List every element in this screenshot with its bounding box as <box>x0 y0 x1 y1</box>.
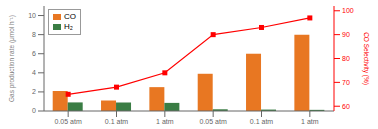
svg-text:100: 100 <box>342 7 354 14</box>
svg-text:0: 0 <box>32 107 36 114</box>
html-text:CO: CO <box>64 12 76 21</box>
svg-text:0.05 atm: 0.05 atm <box>200 118 227 125</box>
svg-text:2: 2 <box>32 88 36 95</box>
svg-text:0.1 atm: 0.1 atm <box>105 118 129 125</box>
html-text:H₂: H₂ <box>64 22 73 31</box>
svg-text:CO Selectivity (%): CO Selectivity (%) <box>362 32 370 85</box>
svg-text:80: 80 <box>342 55 350 62</box>
svg-text:4: 4 <box>32 69 36 76</box>
svg-text:90: 90 <box>342 31 350 38</box>
svg-text:60: 60 <box>342 103 350 110</box>
svg-text:8: 8 <box>32 31 36 38</box>
svg-text:10: 10 <box>28 12 36 19</box>
svg-text:0.1 atm: 0.1 atm <box>250 118 274 125</box>
svg-text:70: 70 <box>342 79 350 86</box>
svg-text:1 atm: 1 atm <box>156 118 174 125</box>
svg-text:Gas production rate (μmol h⁻¹): Gas production rate (μmol h⁻¹) <box>8 15 16 102</box>
svg-text:1 atm: 1 atm <box>301 118 319 125</box>
svg-text:6: 6 <box>32 50 36 57</box>
svg-text:0.05 atm: 0.05 atm <box>55 118 82 125</box>
